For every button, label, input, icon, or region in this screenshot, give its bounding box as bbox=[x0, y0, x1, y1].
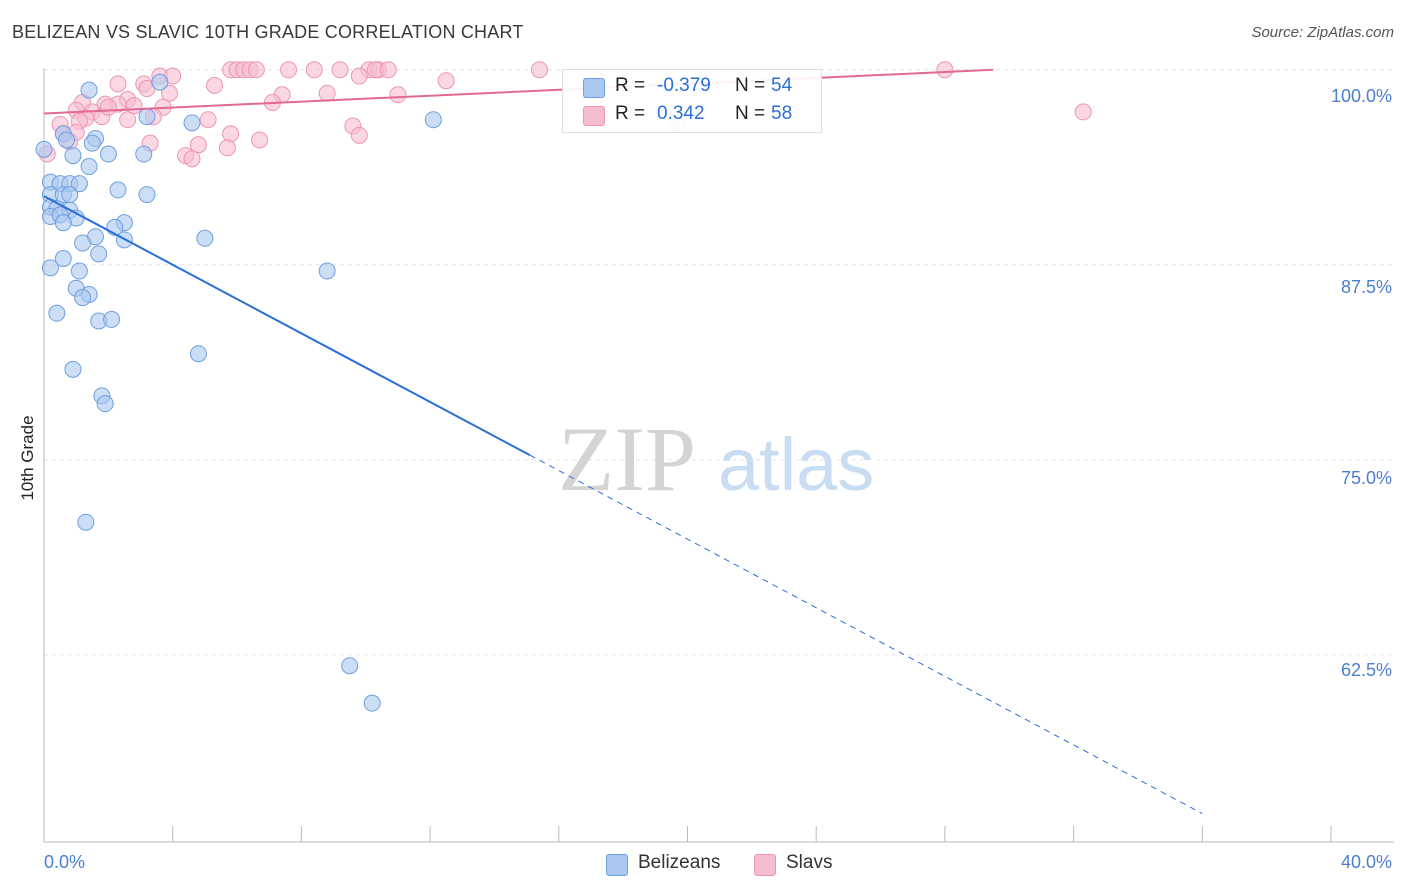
belizean-point bbox=[64, 360, 82, 378]
slav-point bbox=[530, 61, 548, 79]
belizean-point bbox=[80, 81, 98, 99]
slav-point bbox=[318, 84, 336, 102]
belizean-point bbox=[96, 395, 114, 413]
belizean-point bbox=[54, 214, 72, 232]
slav-trend-line bbox=[43, 68, 994, 115]
legend-label-slavs: Slavs bbox=[786, 852, 833, 873]
belizean-point bbox=[58, 131, 76, 149]
legend-row-belizeans: R = -0.379 N = 54 bbox=[563, 73, 821, 101]
slav-point bbox=[206, 76, 224, 94]
y-tick-label: 100.0% bbox=[1330, 86, 1392, 106]
belizean-point bbox=[196, 229, 214, 247]
watermark: ZIP atlas bbox=[558, 408, 874, 510]
slav-point bbox=[331, 61, 349, 79]
legend-n-label: N = bbox=[735, 103, 766, 124]
belizean-point bbox=[90, 245, 108, 263]
belizean-point bbox=[80, 158, 98, 176]
belizean-trend-extension bbox=[529, 454, 1203, 814]
x-axis-min-label: 0.0% bbox=[44, 852, 86, 872]
belizean-point bbox=[138, 108, 156, 126]
belizean-point bbox=[363, 694, 381, 712]
slav-point bbox=[222, 125, 240, 143]
slav-point bbox=[936, 61, 954, 79]
legend-r-label: R = bbox=[615, 75, 646, 96]
belizean-point bbox=[70, 262, 88, 280]
belizean-point bbox=[341, 657, 359, 675]
belizean-point bbox=[135, 145, 153, 163]
slav-point bbox=[437, 72, 455, 90]
legend-swatch-slavs bbox=[583, 106, 605, 126]
legend-label-belizeans: Belizeans bbox=[638, 852, 721, 873]
legend-n-label: N = bbox=[735, 75, 766, 96]
legend-r-value: 0.342 bbox=[657, 103, 705, 124]
legend-r-value: -0.379 bbox=[657, 75, 711, 96]
watermark-zip: ZIP bbox=[558, 408, 696, 510]
belizean-point bbox=[64, 147, 82, 165]
belizean-point bbox=[48, 304, 66, 322]
slav-point bbox=[218, 139, 236, 157]
slav-point bbox=[189, 136, 207, 154]
belizean-point bbox=[138, 186, 156, 204]
legend-n-value: 54 bbox=[771, 75, 793, 96]
belizean-trend-line bbox=[43, 195, 531, 457]
slav-point bbox=[350, 126, 368, 144]
trend-lines bbox=[43, 68, 1203, 814]
slav-point bbox=[280, 61, 298, 79]
slav-point bbox=[99, 98, 117, 116]
y-tick-label: 62.5% bbox=[1340, 660, 1392, 680]
slav-point bbox=[1074, 103, 1092, 121]
belizean-point bbox=[74, 234, 92, 252]
x-axis-max-label: 40.0% bbox=[1340, 852, 1392, 872]
belizean-point bbox=[70, 175, 88, 193]
legend-row-slavs: R = 0.342 N = 58 bbox=[563, 101, 821, 129]
legend-swatch-belizeans bbox=[583, 78, 605, 98]
y-tick-label: 87.5% bbox=[1340, 277, 1392, 297]
slav-point bbox=[247, 61, 265, 79]
legend-swatch-slavs bbox=[754, 854, 776, 876]
belizean-point bbox=[35, 140, 53, 158]
belizean-point bbox=[54, 250, 72, 268]
source-label: Source: ZipAtlas.com bbox=[1251, 24, 1394, 41]
slav-point bbox=[379, 61, 397, 79]
stats-legend: R = -0.379 N = 54 R = 0.342 N = 58 bbox=[562, 69, 822, 133]
data-points bbox=[35, 61, 1092, 712]
belizean-point bbox=[74, 289, 92, 307]
legend-r-label: R = bbox=[615, 103, 646, 124]
belizean-point bbox=[99, 145, 117, 163]
belizean-point bbox=[109, 181, 127, 199]
belizean-point bbox=[41, 259, 59, 277]
slav-point bbox=[160, 84, 178, 102]
slav-point bbox=[389, 86, 407, 104]
slav-point bbox=[350, 67, 368, 85]
slav-point bbox=[183, 150, 201, 168]
legend-swatch-belizeans bbox=[606, 854, 628, 876]
slav-point bbox=[199, 111, 217, 129]
y-tick-label: 75.0% bbox=[1340, 468, 1392, 488]
belizean-point bbox=[189, 345, 207, 363]
belizean-point bbox=[151, 73, 169, 91]
watermark-atlas: atlas bbox=[718, 423, 874, 506]
belizean-point bbox=[83, 134, 101, 152]
slav-point bbox=[305, 61, 323, 79]
belizean-point bbox=[61, 186, 79, 204]
legend-n-value: 58 bbox=[771, 103, 793, 124]
belizean-point bbox=[183, 114, 201, 132]
gridlines bbox=[44, 69, 1394, 656]
slav-point bbox=[119, 111, 137, 129]
belizean-point bbox=[318, 262, 336, 280]
slav-point bbox=[251, 131, 269, 149]
belizean-point bbox=[77, 513, 95, 531]
belizean-point bbox=[103, 310, 121, 328]
belizean-point bbox=[424, 111, 442, 129]
slav-point bbox=[109, 75, 127, 93]
chart-title: BELIZEAN VS SLAVIC 10TH GRADE CORRELATIO… bbox=[12, 22, 524, 42]
